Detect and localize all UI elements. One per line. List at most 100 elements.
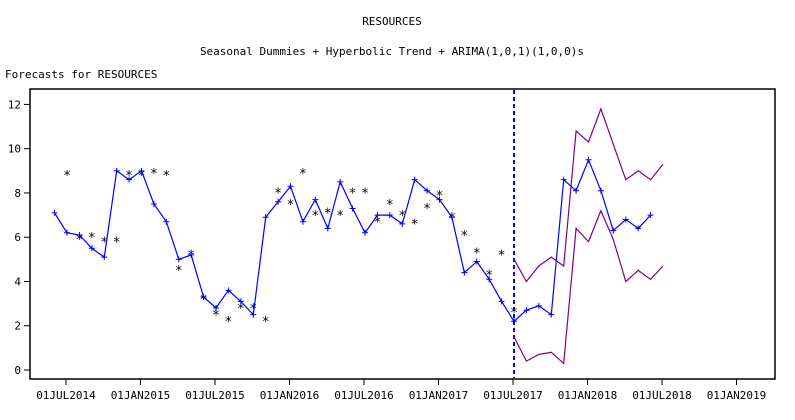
forecast-point-47 — [635, 225, 642, 232]
actual-point-12: * — [212, 308, 220, 323]
plot-area: ** * * ** * * ***** ** ****** * ** ************* — [51, 90, 664, 378]
actual-point-7: * — [150, 167, 158, 182]
x-tick-label-9: 01JAN2019 — [707, 389, 767, 402]
y-tick-label-5: 10 — [8, 143, 21, 156]
forecast-point-16 — [250, 311, 257, 318]
actual-point-28: * — [411, 218, 419, 233]
forecast-point-23 — [337, 178, 344, 185]
x-tick-label-5: 01JAN2017 — [409, 389, 469, 402]
forecast-point-22 — [324, 225, 331, 232]
actual-point-29: * — [423, 202, 431, 217]
forecast-point-1 — [64, 229, 70, 236]
x-tick-label-7: 01JAN2018 — [558, 389, 618, 402]
plot-frame — [29, 88, 776, 380]
forecast-point-11 — [188, 251, 195, 258]
forecast-point-8 — [150, 201, 157, 208]
actual-point-6: * — [138, 169, 146, 184]
actual-point-21: * — [324, 207, 332, 222]
forecast-point-37 — [511, 318, 517, 325]
actual-point-15: * — [249, 302, 257, 317]
forecast-point-14 — [225, 287, 232, 294]
forecast-point-45 — [610, 227, 617, 234]
forecast-point-24 — [349, 205, 356, 212]
actual-point-32: * — [460, 229, 468, 244]
actual-point-16: * — [262, 315, 270, 330]
forecast-point-46 — [622, 216, 629, 223]
forecast-point-12 — [200, 293, 207, 300]
forecast-point-2 — [76, 232, 83, 238]
actual-point-22: * — [336, 209, 344, 224]
actual-point-0: * — [63, 169, 71, 184]
x-tick-label-0: 01JUL2014 — [36, 389, 96, 402]
forecast-point-0 — [51, 209, 58, 216]
y-tick-label-6: 12 — [8, 98, 21, 111]
forecast-point-5 — [113, 167, 120, 174]
forecast-point-34 — [473, 258, 480, 265]
forecast-point-33 — [461, 269, 468, 276]
y-tick-label-4: 8 — [14, 187, 21, 200]
actual-point-4: * — [113, 235, 121, 250]
x-tick-label-8: 01JUL2018 — [632, 389, 692, 402]
chart-subtitle: Seasonal Dummies + Hyperbolic Trend + AR… — [200, 45, 584, 58]
actual-point-9: * — [175, 264, 183, 279]
actual-point-25: * — [374, 216, 382, 231]
forecast-point-30 — [424, 187, 431, 194]
actual-point-17: * — [274, 187, 282, 202]
y-tick-label-1: 2 — [14, 320, 21, 333]
forecast-point-3 — [88, 245, 95, 252]
actual-point-20: * — [311, 209, 319, 224]
forecast-point-39 — [535, 302, 542, 309]
actual-point-1: * — [76, 233, 84, 248]
y-tick-label-2: 4 — [14, 275, 21, 288]
forecast-point-42 — [573, 187, 580, 194]
forecast-point-25 — [362, 229, 368, 236]
x-tick-label-4: 01JUL2016 — [334, 389, 394, 402]
chart-title: RESOURCES — [362, 15, 422, 28]
panel-label: Forecasts for RESOURCES — [5, 68, 157, 81]
actual-point-11: * — [200, 293, 208, 308]
forecast-point-15 — [237, 298, 244, 305]
actual-point-30: * — [436, 189, 444, 204]
forecast-point-48 — [647, 212, 654, 219]
actual-point-24: * — [361, 187, 369, 202]
forecast-point-32 — [448, 214, 455, 221]
actual-point-5: * — [125, 169, 133, 184]
actual-point-19: * — [299, 167, 307, 182]
actual-point-8: * — [162, 169, 170, 184]
forecast-point-9 — [163, 218, 170, 225]
actual-point-27: * — [398, 209, 406, 224]
forecast-point-44 — [597, 187, 604, 194]
forecast-point-27 — [386, 212, 393, 219]
forecast-point-4 — [101, 254, 108, 261]
x-axis: 01JUL2014 01JAN2015 01JUL2015 01JAN2016 01JU… — [36, 379, 766, 402]
y-tick-label-3: 6 — [14, 231, 21, 244]
forecast-point-43 — [585, 156, 592, 163]
forecast-point-28 — [399, 220, 406, 227]
actual-point-23: * — [349, 187, 357, 202]
actual-point-2: * — [88, 231, 96, 246]
forecast-point-6 — [126, 176, 133, 183]
forecast-point-19 — [287, 183, 294, 190]
forecast-point-18 — [275, 198, 282, 205]
forecast-point-35 — [486, 276, 493, 283]
actual-point-18: * — [287, 198, 295, 213]
forecast-point-38 — [523, 307, 530, 314]
actual-point-14: * — [237, 302, 245, 317]
forecast-point-36 — [498, 298, 505, 305]
actual-point-26: * — [386, 198, 394, 213]
x-tick-label-6: 01JUL2017 — [483, 389, 543, 402]
forecast-point-26 — [374, 212, 381, 219]
y-tick-label-0: 0 — [14, 364, 21, 377]
forecast-point-10 — [175, 256, 182, 263]
x-tick-label-1: 01JAN2015 — [111, 389, 171, 402]
actual-point-13: * — [225, 315, 233, 330]
actual-point-34: * — [485, 269, 493, 284]
forecast-point-29 — [411, 176, 418, 183]
actual-point-33: * — [473, 246, 481, 261]
forecast-point-21 — [312, 196, 319, 203]
series-line-upper_confidence — [513, 107, 664, 283]
series-line-lower_confidence — [513, 209, 664, 365]
forecast-point-41 — [560, 176, 567, 183]
forecast-point-40 — [548, 311, 555, 318]
forecast-point-13 — [213, 305, 219, 312]
